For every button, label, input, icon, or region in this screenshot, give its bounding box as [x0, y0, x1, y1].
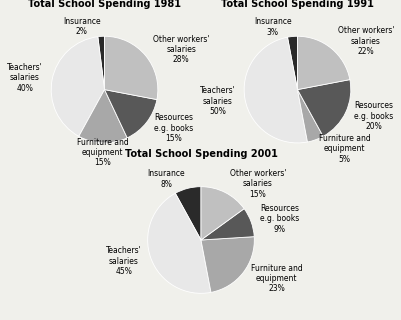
Wedge shape — [104, 90, 156, 138]
Text: Resources
e.g. books
9%: Resources e.g. books 9% — [259, 204, 299, 234]
Wedge shape — [175, 187, 200, 240]
Text: Teachers'
salaries
45%: Teachers' salaries 45% — [106, 246, 142, 276]
Wedge shape — [51, 37, 104, 136]
Text: Other workers'
salaries
15%: Other workers' salaries 15% — [229, 169, 286, 199]
Text: Insurance
2%: Insurance 2% — [63, 17, 100, 36]
Text: Other workers'
salaries
28%: Other workers' salaries 28% — [153, 35, 209, 64]
Wedge shape — [200, 237, 254, 292]
Text: Resources
e.g. books
15%: Resources e.g. books 15% — [154, 113, 193, 143]
Wedge shape — [97, 36, 104, 90]
Wedge shape — [297, 90, 322, 142]
Wedge shape — [104, 36, 158, 100]
Text: Furniture and
equipment
15%: Furniture and equipment 15% — [77, 138, 128, 167]
Wedge shape — [79, 90, 127, 143]
Wedge shape — [147, 193, 211, 293]
Title: Total School Spending 1981: Total School Spending 1981 — [28, 0, 180, 9]
Title: Total School Spending 2001: Total School Spending 2001 — [124, 149, 277, 159]
Text: Teachers'
salaries
50%: Teachers' salaries 50% — [199, 86, 235, 116]
Wedge shape — [287, 36, 297, 90]
Text: Teachers'
salaries
40%: Teachers' salaries 40% — [7, 63, 43, 93]
Wedge shape — [243, 37, 307, 143]
Wedge shape — [297, 36, 349, 90]
Text: Furniture and
equipment
23%: Furniture and equipment 23% — [250, 264, 302, 293]
Wedge shape — [297, 80, 350, 136]
Text: Insurance
3%: Insurance 3% — [253, 17, 291, 37]
Text: Resources
e.g. books
20%: Resources e.g. books 20% — [354, 101, 393, 131]
Text: Insurance
8%: Insurance 8% — [147, 169, 185, 189]
Text: Other workers'
salaries
22%: Other workers' salaries 22% — [337, 26, 393, 56]
Wedge shape — [200, 209, 253, 240]
Title: Total School Spending 1991: Total School Spending 1991 — [221, 0, 373, 9]
Text: Furniture and
equipment
5%: Furniture and equipment 5% — [318, 134, 370, 164]
Wedge shape — [200, 187, 243, 240]
